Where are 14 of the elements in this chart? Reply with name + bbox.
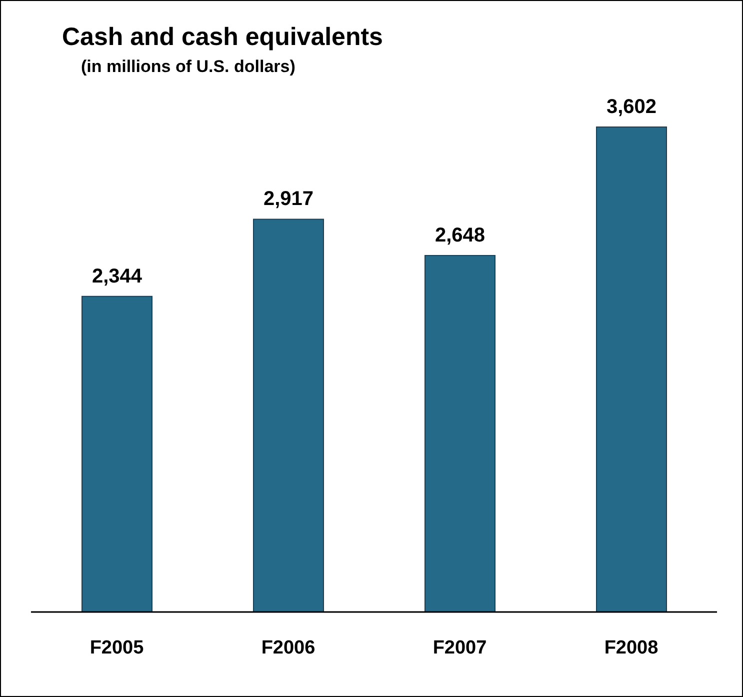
data-label: 3,602 bbox=[606, 96, 657, 118]
x-tick-label: F2005 bbox=[90, 637, 144, 658]
data-label: 2,344 bbox=[92, 265, 143, 288]
x-tick-label: F2008 bbox=[604, 637, 658, 658]
data-label: 2,917 bbox=[263, 188, 314, 210]
chart-subtitle: (in millions of U.S. dollars) bbox=[81, 57, 296, 77]
data-label: 2,648 bbox=[434, 224, 486, 246]
bar bbox=[424, 254, 496, 612]
x-tick-label: F2006 bbox=[261, 637, 316, 658]
chart-title: Cash and cash equivalents bbox=[62, 23, 383, 52]
x-tick-label: F2007 bbox=[432, 637, 487, 658]
bar bbox=[596, 126, 667, 612]
bar bbox=[82, 296, 152, 612]
bar bbox=[253, 218, 324, 612]
